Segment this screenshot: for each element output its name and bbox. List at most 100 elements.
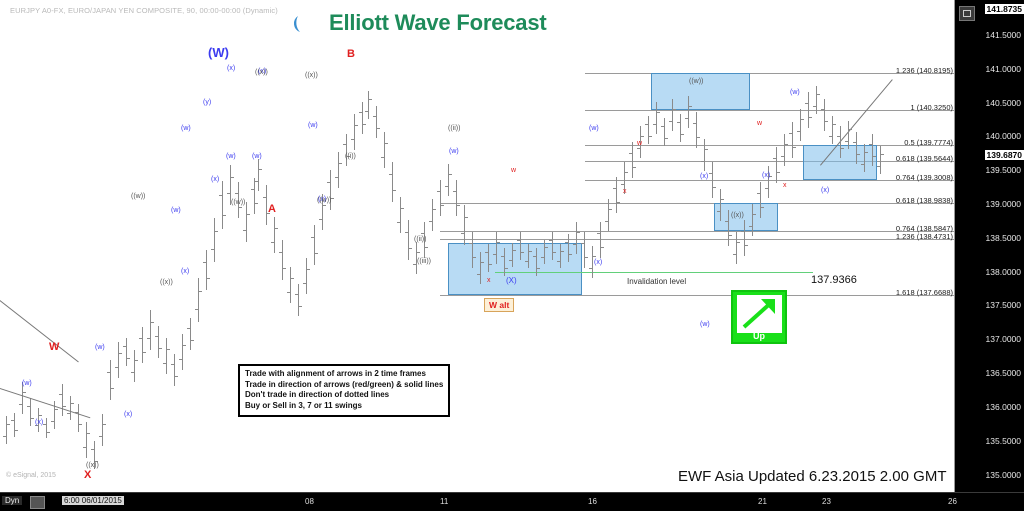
wave-label-x-2: (x) xyxy=(124,411,133,418)
price-tick-9: 137.0000 xyxy=(985,334,1021,344)
wave-label-dx-4: ((x)) xyxy=(305,72,318,79)
logo-swirl-icon xyxy=(292,8,322,38)
current-price-label: 139.6870 xyxy=(984,150,1024,160)
wave-label-iii-1: ((iii)) xyxy=(417,258,431,265)
wave-label-big-w: (W) xyxy=(208,45,229,60)
wave-label-w-8: (w) xyxy=(449,148,459,155)
maximize-window-icon[interactable] xyxy=(959,6,975,21)
wave-label-ii-1: ((ii)) xyxy=(414,236,427,243)
elliott-wave-forecast-logo: Elliott Wave Forecast xyxy=(292,8,547,38)
price-tick-7: 138.0000 xyxy=(985,267,1021,277)
price-tick-10: 136.5000 xyxy=(985,368,1021,378)
wave-label-sx-2: x xyxy=(623,188,627,195)
wave-label-w-10: (w) xyxy=(700,321,710,328)
wave-label-dx-5: ((x)) xyxy=(731,212,744,219)
time-tick-1: 08 xyxy=(305,497,314,506)
fib-line-7 xyxy=(440,231,955,232)
channel-line-upper xyxy=(0,300,79,363)
invalidation-label: Invalidation level xyxy=(627,277,687,286)
chart-plot-area[interactable]: EURJPY A0-FX, EURO/JAPAN YEN COMPOSITE, … xyxy=(0,0,955,492)
fib-line-9 xyxy=(440,295,955,296)
wave-label-dw-1: ((w)) xyxy=(131,193,146,200)
price-tick-6: 138.5000 xyxy=(985,233,1021,243)
blue-box-lower-mid xyxy=(714,203,778,231)
wave-label-w-5: (w) xyxy=(252,153,262,160)
price-tick-4: 139.5000 xyxy=(985,165,1021,175)
price-tick-2: 140.5000 xyxy=(985,98,1021,108)
time-tick-0: 6:00 06/01/2015 xyxy=(62,496,124,505)
wave-label-dx-1: ((x)) xyxy=(86,462,99,469)
fib-line-4 xyxy=(585,161,955,162)
wave-label-sw-2: w xyxy=(637,140,643,147)
wave-label-w-3: (w) xyxy=(171,207,181,214)
invalidation-value: 137.9366 xyxy=(811,274,857,286)
price-tick-8: 137.5000 xyxy=(985,300,1021,310)
fib-label-4: 0.618 (139.5644) xyxy=(895,154,953,163)
fib-label-5: 0.764 (139.3008) xyxy=(895,173,953,182)
wave-label-w-7: (w) xyxy=(181,125,191,132)
wave-label-x-5: (x) xyxy=(227,65,236,72)
legend-line-1: Trade with alignment of arrows in 2 time… xyxy=(245,369,426,378)
price-axis-top-value: 141.8735 xyxy=(984,4,1024,14)
wave-label-w-4: (w) xyxy=(226,153,236,160)
wave-label-x-8: (x) xyxy=(594,259,603,266)
logo-text: Elliott Wave Forecast xyxy=(329,10,547,35)
wave-label-dx-3: ((x)) xyxy=(255,69,268,76)
blue-box-big-x xyxy=(448,243,582,295)
time-tick-5: 23 xyxy=(822,497,831,506)
wave-label-x-4: (x) xyxy=(211,176,220,183)
wave-label-x-7: (x) xyxy=(318,196,327,203)
wave-label-x-10: (x) xyxy=(821,187,830,194)
fib-label-8: 1.236 (138.4731) xyxy=(895,232,953,241)
fib-line-6 xyxy=(440,203,955,204)
footer-caption: EWF Asia Updated 6.23.2015 2.00 GMT xyxy=(678,468,947,485)
wave-label-x-3: (x) xyxy=(181,268,190,275)
wave-label-w-6: (w) xyxy=(308,122,318,129)
wave-label-y-1: (y) xyxy=(203,99,212,106)
price-tick-12: 135.5000 xyxy=(985,436,1021,446)
price-axis[interactable]: 141.8735 141.5000 141.0000 140.5000 140.… xyxy=(955,0,1024,492)
price-tick-3: 140.0000 xyxy=(985,131,1021,141)
wave-label-x-6: (x) xyxy=(258,68,267,75)
time-axis[interactable]: Dyn 6:00 06/01/2015 08 11 16 21 23 26 xyxy=(0,492,1024,511)
fib-line-2 xyxy=(585,110,955,111)
wave-label-sw-1: w xyxy=(511,167,517,174)
fib-label-6: 0.618 (138.9838) xyxy=(895,196,953,205)
fib-label-3: 0.5 (139.7774) xyxy=(904,138,953,147)
wave-label-sx-1: x xyxy=(487,277,491,284)
up-signal-box: Up xyxy=(731,290,787,344)
copyright-text: © eSignal, 2015 xyxy=(6,472,56,479)
legend-line-3: Don't trade in direction of dotted lines xyxy=(245,390,390,399)
price-tick-0: 141.5000 xyxy=(985,30,1021,40)
w-alt-tag: W alt xyxy=(484,298,515,312)
price-tick-5: 139.0000 xyxy=(985,199,1021,209)
up-arrow-icon xyxy=(737,295,782,333)
time-tick-3: 16 xyxy=(588,497,597,506)
blue-box-upper-left xyxy=(651,73,750,110)
time-tick-6: 26 xyxy=(948,497,957,506)
wave-label-x-1: (x) xyxy=(35,419,44,426)
fib-label-7: 0.764 (138.5847) xyxy=(895,224,953,233)
wave-label-x-left: X xyxy=(84,469,92,481)
fib-line-8 xyxy=(440,239,955,240)
wave-label-w-11: (w) xyxy=(790,89,800,96)
time-tick-4: 21 xyxy=(758,497,767,506)
wave-label-w-1: (w) xyxy=(22,380,32,387)
wave-label-w-9: (w) xyxy=(589,125,599,132)
dyn-label: Dyn xyxy=(2,496,23,505)
time-tick-2: 11 xyxy=(440,497,449,506)
legend-line-2: Trade in direction of arrows (red/green)… xyxy=(245,379,444,389)
wave-label-w-left: W xyxy=(49,341,60,353)
lock-icon[interactable] xyxy=(30,496,45,509)
fib-label-9: 1.618 (137.6688) xyxy=(895,288,953,297)
wave-label-i-1: ((i)) xyxy=(345,153,356,160)
wave-label-b: B xyxy=(347,48,355,60)
wave-label-big-x: (X) xyxy=(506,276,517,285)
wave-label-x-9: (x) xyxy=(700,173,709,180)
wave-label-x-11: (x) xyxy=(762,172,771,179)
fib-label-1: 1.236 (140.8195) xyxy=(895,66,953,75)
fib-line-5 xyxy=(585,180,955,181)
wave-label-dw-2: ((w)) xyxy=(231,199,246,206)
wave-label-iv-1: ((ii)) xyxy=(448,125,461,132)
